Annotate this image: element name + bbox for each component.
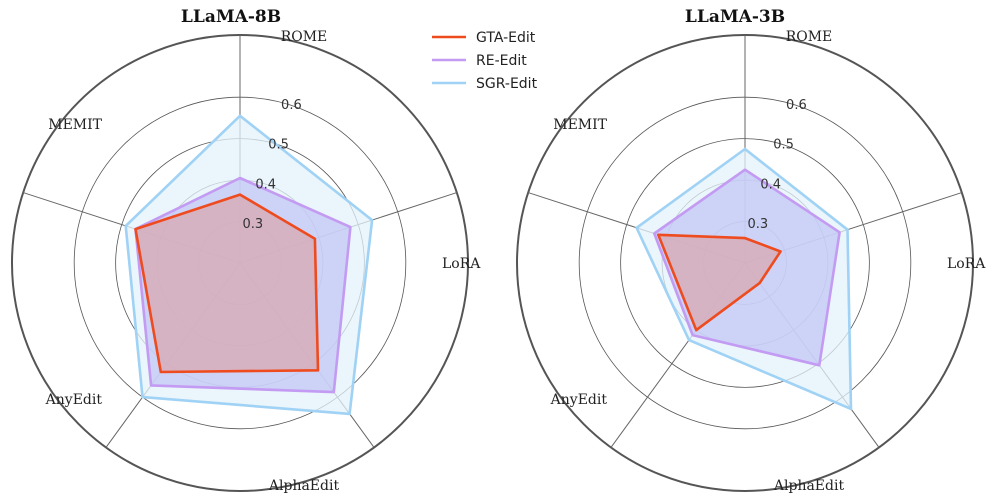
chart-title: LLaMA-8B — [181, 7, 281, 27]
ring-tick-label: 0.6 — [786, 98, 807, 113]
axis-label-memit: MEMIT — [553, 117, 607, 133]
ring-tick-label: 0.5 — [773, 138, 794, 153]
legend-label-re-edit: RE-Edit — [476, 53, 527, 69]
ring-tick-label: 0.5 — [268, 138, 289, 153]
axis-label-alphaedit: AlphaEdit — [773, 478, 845, 494]
chart-title: LLaMA-3B — [685, 7, 785, 27]
ring-tick-label: 0.3 — [748, 217, 769, 232]
axis-label-lora: LoRA — [947, 256, 986, 272]
ring-tick-label: 0.6 — [281, 98, 302, 113]
radar-panel-llama-3b: 0.3 0.4 0.5 0.6 ROME LoRA AlphaEdit AnyEdit MEMI… — [516, 7, 986, 494]
axis-label-memit: MEMIT — [48, 117, 102, 133]
ring-tick-label: 0.4 — [255, 177, 276, 192]
axis-label-alphaedit: AlphaEdit — [268, 478, 340, 494]
axis-label-lora: LoRA — [442, 256, 481, 272]
radar-panel-llama-8b: 0.3 0.4 0.5 0.6 ROME LoRA AlphaEdit AnyEdit MEMI… — [11, 7, 481, 494]
series-polygon-gta-edit — [656, 233, 782, 332]
series-polygon-gta-edit — [134, 193, 320, 374]
axis-label-anyedit: AnyEdit — [550, 392, 608, 408]
axis-label-anyedit: AnyEdit — [45, 392, 103, 408]
legend: GTA-Edit RE-Edit SGR-Edit — [432, 30, 538, 92]
ring-tick-label: 0.4 — [760, 177, 781, 192]
axis-label-rome: ROME — [786, 29, 833, 45]
legend-label-sgr-edit: SGR-Edit — [476, 76, 538, 92]
ring-tick-label: 0.3 — [243, 217, 264, 232]
legend-label-gta-edit: GTA-Edit — [476, 30, 536, 46]
axis-label-rome: ROME — [281, 29, 328, 45]
